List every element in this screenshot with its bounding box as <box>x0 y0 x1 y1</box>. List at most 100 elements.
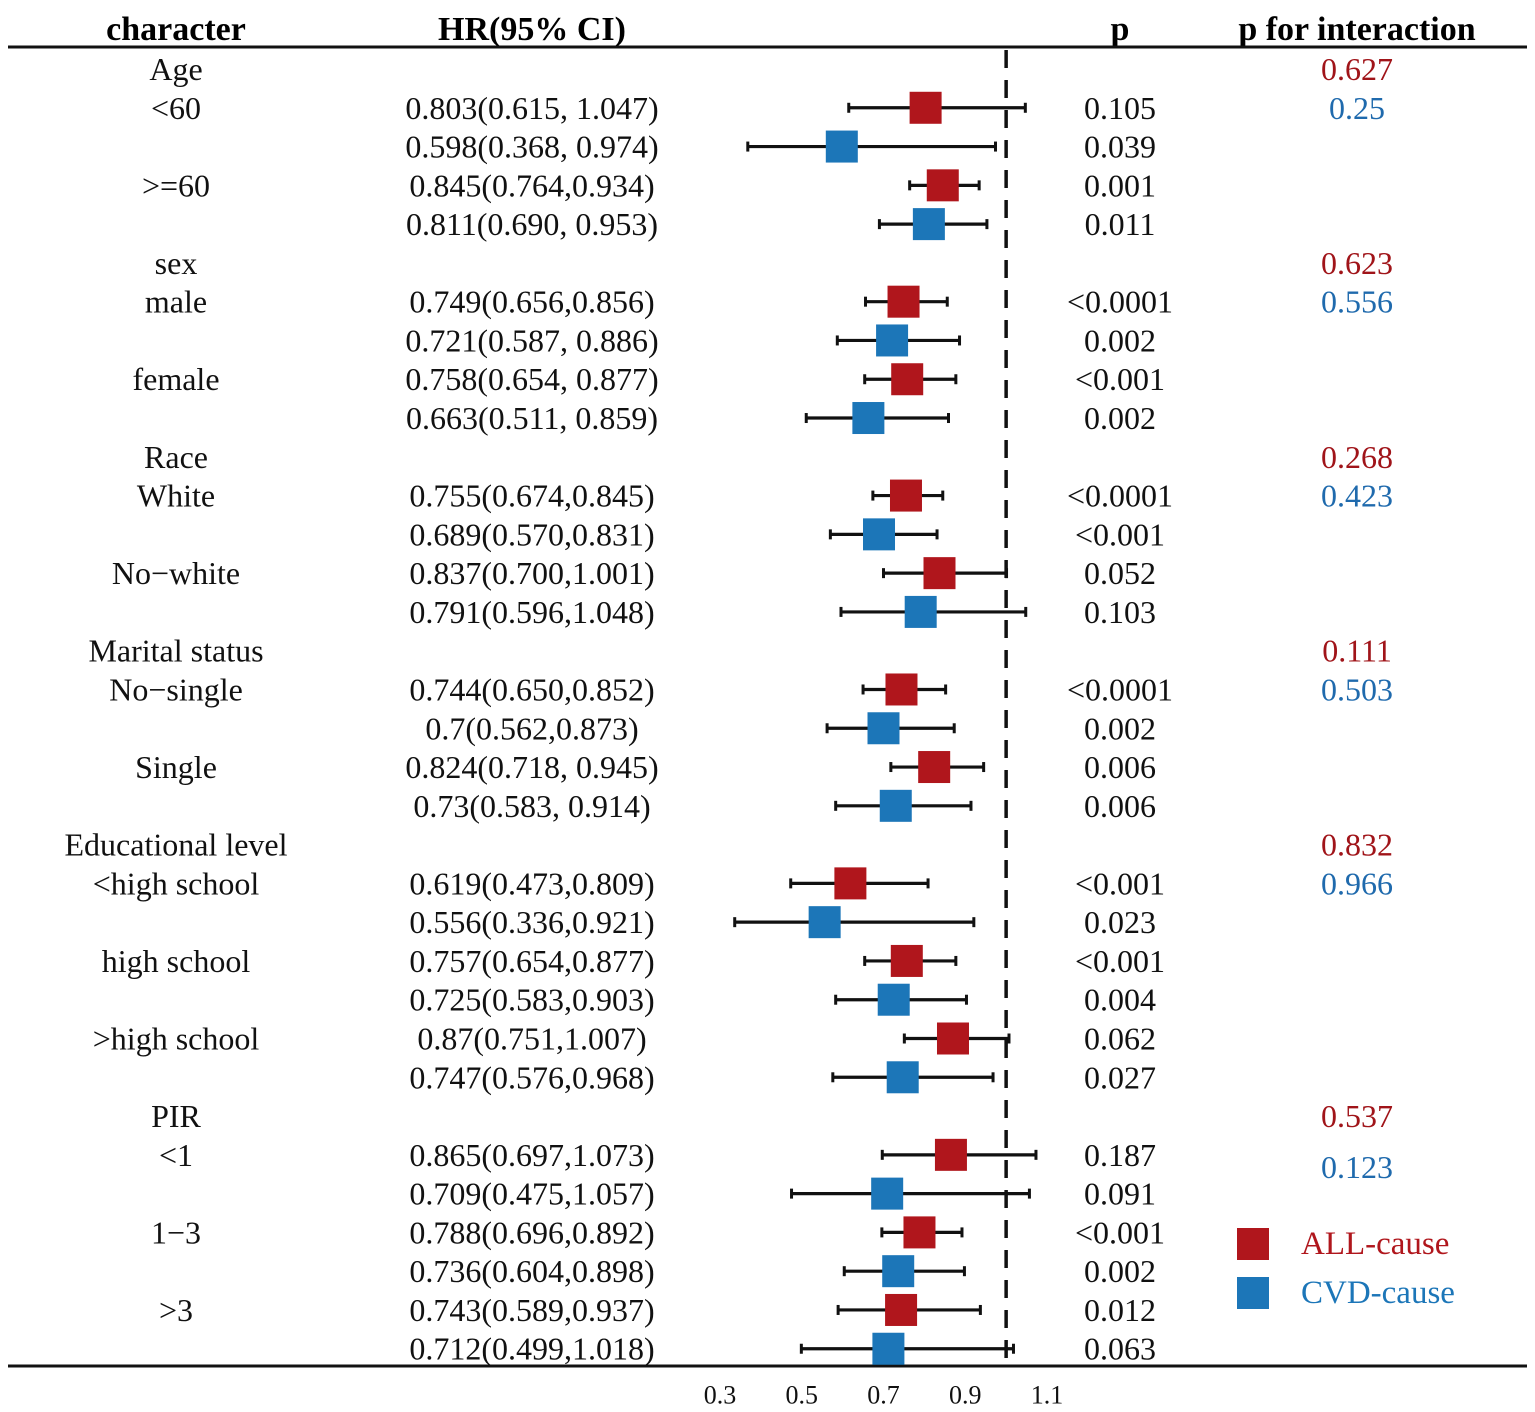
point-cvd-cause <box>808 906 841 939</box>
p-value: 0.002 <box>1084 1253 1156 1289</box>
p-value: 0.103 <box>1084 594 1156 630</box>
point-all-cause <box>834 867 867 900</box>
subgroup-label: <high school <box>93 865 260 901</box>
hr-ci-text: 0.689(0.570,0.831) <box>409 516 654 552</box>
x-tick-label: 0.7 <box>867 1381 900 1410</box>
point-all-cause <box>903 1216 936 1249</box>
point-all-cause <box>918 751 951 784</box>
hr-ci-text: 0.803(0.615, 1.047) <box>405 90 658 126</box>
subgroup-label: <1 <box>159 1137 193 1173</box>
point-all-cause <box>909 91 942 124</box>
point-all-cause <box>890 944 923 977</box>
hr-ci-text: 0.824(0.718, 0.945) <box>405 749 658 785</box>
p-value: 0.006 <box>1084 749 1156 785</box>
p-value: <0.0001 <box>1067 284 1173 320</box>
point-all-cause <box>885 673 918 706</box>
x-tick-label: 0.3 <box>704 1381 737 1410</box>
point-cvd-cause <box>852 402 885 435</box>
hr-ci-text: 0.758(0.654, 0.877) <box>405 361 658 397</box>
hr-ci-text: 0.736(0.604,0.898) <box>409 1253 654 1289</box>
hr-ci-text: 0.743(0.589,0.937) <box>409 1292 654 1328</box>
hr-ci-text: 0.811(0.690, 0.953) <box>406 206 658 242</box>
hr-ci-text: 0.749(0.656,0.856) <box>409 284 654 320</box>
p-interaction-all: 0.537 <box>1321 1098 1393 1134</box>
p-interaction-cvd: 0.966 <box>1321 865 1393 901</box>
p-value: 0.052 <box>1084 555 1156 591</box>
subgroup-label: male <box>145 284 207 320</box>
hr-ci-text: 0.556(0.336,0.921) <box>409 904 654 940</box>
x-tick-label: 0.9 <box>949 1381 982 1410</box>
header-p-interaction: p for interaction <box>1238 11 1475 48</box>
subgroup-label: No−single <box>109 671 243 707</box>
p-value: <0.0001 <box>1067 478 1173 514</box>
subgroup-label: high school <box>102 943 251 979</box>
point-cvd-cause <box>912 208 945 241</box>
plot-area <box>733 50 1038 1365</box>
subgroup-label: female <box>132 361 219 397</box>
hr-ci-text: 0.757(0.654,0.877) <box>409 943 654 979</box>
point-all-cause <box>885 1293 918 1326</box>
hr-ci-text: 0.619(0.473,0.809) <box>409 865 654 901</box>
group-label: Race <box>144 439 208 475</box>
point-cvd-cause <box>886 1061 919 1094</box>
p-interaction-cvd: 0.25 <box>1329 90 1385 126</box>
point-cvd-cause <box>871 1177 904 1210</box>
subgroup-label: <60 <box>151 90 201 126</box>
legend-swatch <box>1237 1277 1269 1309</box>
p-value: 0.023 <box>1084 904 1156 940</box>
p-interaction-cvd: 0.423 <box>1321 478 1393 514</box>
point-all-cause <box>887 285 920 318</box>
p-value: <0.0001 <box>1067 671 1173 707</box>
group-label: Age <box>149 51 202 87</box>
point-cvd-cause <box>882 1255 915 1288</box>
hr-ci-text: 0.709(0.475,1.057) <box>409 1176 654 1212</box>
hr-ci-text: 0.744(0.650,0.852) <box>409 671 654 707</box>
p-value: 0.011 <box>1085 206 1156 242</box>
hr-ci-text: 0.725(0.583,0.903) <box>409 982 654 1018</box>
group-label: Educational level <box>64 827 287 863</box>
p-interaction-all: 0.623 <box>1321 245 1393 281</box>
p-value: 0.002 <box>1084 322 1156 358</box>
p-value: 0.187 <box>1084 1137 1156 1173</box>
point-all-cause <box>936 1022 969 1055</box>
point-all-cause <box>926 169 959 202</box>
subgroup-label: White <box>137 478 215 514</box>
p-value: <0.001 <box>1075 943 1165 979</box>
hr-ci-text: 0.663(0.511, 0.859) <box>406 400 658 436</box>
point-all-cause <box>889 479 922 512</box>
point-cvd-cause <box>867 712 900 745</box>
group-label: PIR <box>151 1098 201 1134</box>
point-cvd-cause <box>876 324 909 357</box>
hr-ci-text: 0.7(0.562,0.873) <box>425 710 638 746</box>
p-value: 0.006 <box>1084 788 1156 824</box>
p-value: 0.002 <box>1084 710 1156 746</box>
p-interaction-all: 0.268 <box>1321 439 1393 475</box>
legend: ALL-cause CVD-cause <box>1237 1226 1455 1311</box>
legend-label: ALL-cause <box>1301 1226 1449 1262</box>
p-interaction-all: 0.111 <box>1322 633 1392 669</box>
x-axis: 0.3 0.5 0.7 0.9 1.1 <box>704 1381 1064 1410</box>
point-cvd-cause <box>863 518 896 551</box>
p-interaction-cvd: 0.556 <box>1321 284 1393 320</box>
p-interaction-all: 0.832 <box>1321 827 1393 863</box>
point-cvd-cause <box>825 130 858 163</box>
hr-ci-text: 0.73(0.583, 0.914) <box>413 788 650 824</box>
p-value: <0.001 <box>1075 516 1165 552</box>
hr-ci-text: 0.788(0.696,0.892) <box>409 1214 654 1250</box>
p-value: <0.001 <box>1075 865 1165 901</box>
hr-ci-text: 0.837(0.700,1.001) <box>409 555 654 591</box>
group-label: sex <box>155 245 198 281</box>
point-cvd-cause <box>877 983 910 1016</box>
p-value: 0.039 <box>1084 129 1156 165</box>
subgroup-label: >=60 <box>142 167 210 203</box>
hr-ci-text: 0.791(0.596,1.048) <box>409 594 654 630</box>
p-interaction-cvd: 0.123 <box>1321 1149 1393 1185</box>
p-interaction-cvd: 0.503 <box>1321 671 1393 707</box>
p-value: 0.062 <box>1084 1021 1156 1057</box>
subgroup-label: Single <box>135 749 217 785</box>
p-interaction-all: 0.627 <box>1321 51 1393 87</box>
subgroup-label: 1−3 <box>151 1214 201 1250</box>
legend-swatch <box>1237 1228 1269 1260</box>
header-hr-ci: HR(95% CI) <box>438 11 626 48</box>
